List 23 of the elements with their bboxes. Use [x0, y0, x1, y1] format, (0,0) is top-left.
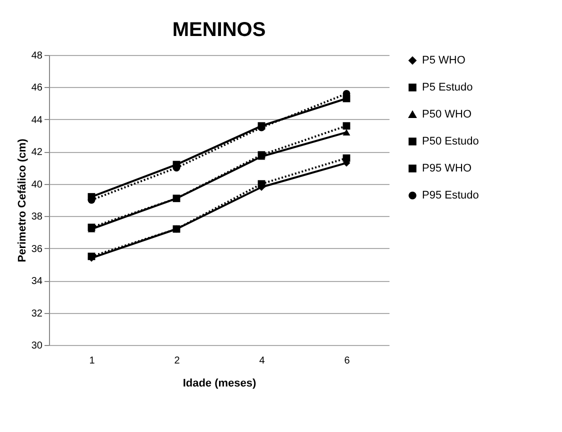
- y-tick-label: 36: [31, 244, 43, 255]
- x-tick-label: 6: [344, 356, 350, 366]
- chart-title: MENINOS: [172, 19, 266, 41]
- legend-label: P5 WHO: [422, 54, 466, 66]
- y-tick-label: 34: [31, 276, 43, 288]
- x-tick-label: 2: [174, 356, 180, 366]
- y-tick-label: 40: [31, 179, 43, 190]
- legend-label: P50 Estudo: [422, 136, 479, 148]
- y-axis-title: Perimetro Cefálico (cm): [16, 138, 28, 262]
- y-tick-label: 38: [31, 212, 43, 223]
- x-axis-title: Idade (meses): [182, 378, 257, 390]
- y-tick-label: 32: [31, 308, 43, 320]
- y-tick-label: 46: [31, 82, 43, 94]
- y-tick-label: 42: [31, 147, 43, 158]
- legend-label: P95 WHO: [422, 162, 472, 174]
- legend-label: P50 WHO: [422, 108, 472, 120]
- y-tick-label: 30: [31, 340, 43, 352]
- y-tick-label: 48: [31, 50, 43, 62]
- legend-label: P5 Estudo: [422, 82, 473, 94]
- y-tick-label: 44: [31, 114, 43, 126]
- legend-label: P95 Estudo: [422, 190, 479, 202]
- x-tick-label: 4: [259, 356, 266, 366]
- x-tick-label: 1: [89, 356, 96, 366]
